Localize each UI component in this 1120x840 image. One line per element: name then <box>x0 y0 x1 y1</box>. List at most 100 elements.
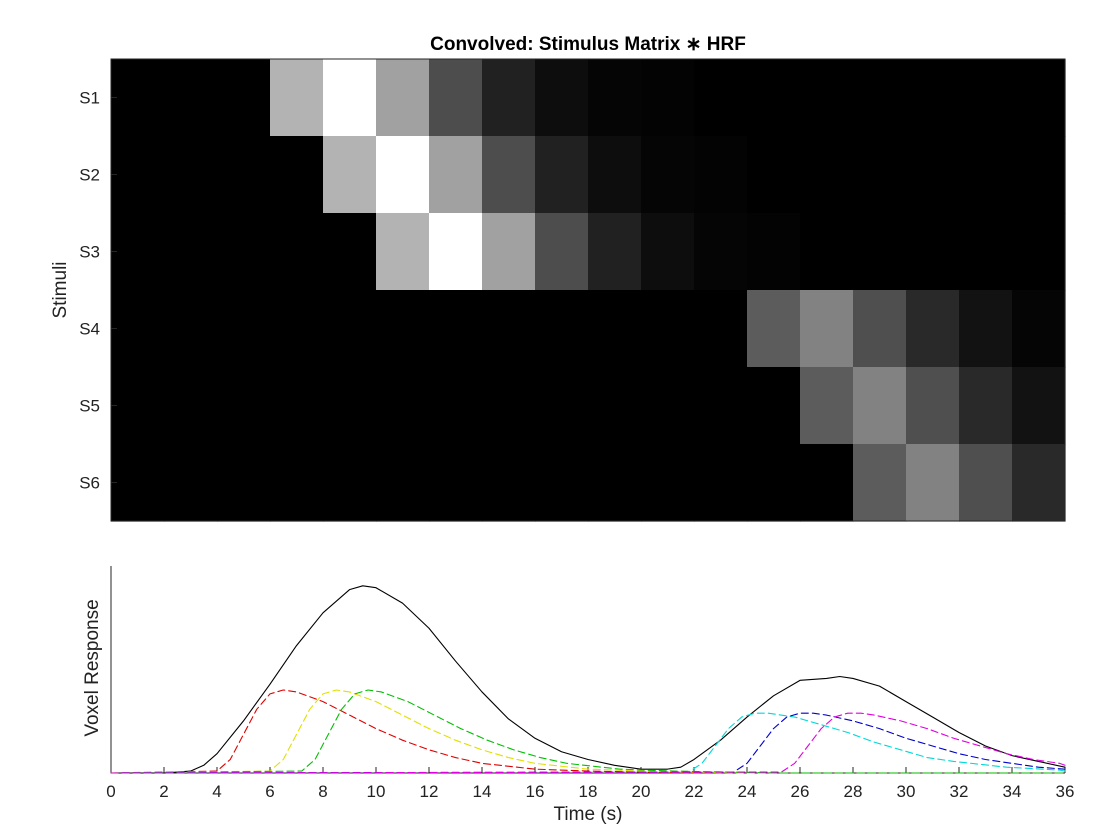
heatmap-cells <box>111 59 1066 522</box>
heatmap-cell-r3-c3 <box>217 213 271 291</box>
heatmap-cell-r3-c4 <box>270 213 324 291</box>
heatmap-cell-r4-c5 <box>323 290 377 368</box>
line-series-group <box>110 585 1066 774</box>
line-x-tick-label-5: 8 <box>318 782 327 801</box>
heatmap-y-tick-label-1: S1 <box>79 89 100 108</box>
heatmap-y-tick-label-2: S2 <box>79 166 100 185</box>
line-y-axis-label: Voxel Response <box>82 599 103 736</box>
heatmap-cell-r2-c6 <box>376 136 430 214</box>
heatmap-cell-r1-c10 <box>588 59 642 137</box>
heatmap-cell-r4-c4 <box>270 290 324 368</box>
line-x-ticks: 0 2 4 6 8 10 12 14 16 18 20 22 24 26 28 30 32 34 36 <box>106 767 1074 801</box>
heatmap-cell-r4-c14 <box>800 290 854 368</box>
heatmap-cell-r6-c12 <box>694 444 748 522</box>
heatmap-cell-r5-c16 <box>906 367 960 445</box>
heatmap-cell-r3-c10 <box>588 213 642 291</box>
heatmap-cell-r4-c15 <box>853 290 907 368</box>
heatmap-cell-r6-c7 <box>429 444 483 522</box>
heatmap-cell-r4-c9 <box>535 290 589 368</box>
heatmap-cell-r3-c14 <box>800 213 854 291</box>
line-series-2 <box>110 689 1066 774</box>
line-x-axis-label: Time (s) <box>554 804 623 825</box>
heatmap-cell-r3-c8 <box>482 213 536 291</box>
line-x-tick-label-1: 0 <box>106 782 115 801</box>
heatmap-cell-r2-c8 <box>482 136 536 214</box>
heatmap-cell-r6-c14 <box>800 444 854 522</box>
line-x-tick-label-16: 30 <box>897 782 916 801</box>
heatmap-cell-r3-c11 <box>641 213 695 291</box>
heatmap-cell-r4-c12 <box>694 290 748 368</box>
heatmap-cell-r1-c9 <box>535 59 589 137</box>
heatmap-y-ticks: S1 S2 S3 S4 S5 S6 <box>79 89 117 493</box>
heatmap-y-tick-label-3: S3 <box>79 243 100 262</box>
heatmap-cell-r6-c1 <box>111 444 165 522</box>
heatmap-cell-r3-c17 <box>959 213 1013 291</box>
line-series-4 <box>110 689 1066 774</box>
heatmap-cell-r2-c2 <box>164 136 218 214</box>
heatmap-cell-r6-c18 <box>1012 444 1066 522</box>
heatmap-cell-r6-c2 <box>164 444 218 522</box>
heatmap-cell-r6-c8 <box>482 444 536 522</box>
heatmap-cell-r4-c6 <box>376 290 430 368</box>
heatmap-cell-r5-c12 <box>694 367 748 445</box>
line-x-tick-label-3: 4 <box>212 782 221 801</box>
heatmap-cell-r1-c16 <box>906 59 960 137</box>
heatmap-cell-r1-c15 <box>853 59 907 137</box>
line-x-tick-label-6: 10 <box>367 782 386 801</box>
heatmap-cell-r4-c13 <box>747 290 801 368</box>
heatmap-cell-r2-c3 <box>217 136 271 214</box>
heatmap-cell-r6-c6 <box>376 444 430 522</box>
heatmap-cell-r3-c15 <box>853 213 907 291</box>
heatmap-cell-r6-c16 <box>906 444 960 522</box>
line-x-tick-label-13: 24 <box>738 782 757 801</box>
heatmap-y-tick-label-4: S4 <box>79 320 100 339</box>
heatmap-cell-r5-c17 <box>959 367 1013 445</box>
heatmap-cell-r4-c2 <box>164 290 218 368</box>
line-x-tick-label-7: 12 <box>420 782 439 801</box>
line-x-tick-label-15: 28 <box>844 782 863 801</box>
heatmap-cell-r6-c17 <box>959 444 1013 522</box>
heatmap-cell-r1-c4 <box>270 59 324 137</box>
heatmap-cell-r2-c18 <box>1012 136 1066 214</box>
heatmap-cell-r3-c6 <box>376 213 430 291</box>
heatmap-cell-r2-c7 <box>429 136 483 214</box>
heatmap-cell-r3-c7 <box>429 213 483 291</box>
heatmap-cell-r2-c4 <box>270 136 324 214</box>
heatmap-title: Convolved: Stimulus Matrix ∗ HRF <box>430 34 746 55</box>
heatmap-y-axis-label: Stimuli <box>50 261 71 318</box>
heatmap-cell-r4-c3 <box>217 290 271 368</box>
line-x-tick-label-8: 14 <box>473 782 492 801</box>
heatmap-cell-r1-c18 <box>1012 59 1066 137</box>
heatmap-cell-r5-c15 <box>853 367 907 445</box>
heatmap-cell-r1-c8 <box>482 59 536 137</box>
line-x-tick-label-17: 32 <box>950 782 969 801</box>
heatmap-cell-r2-c10 <box>588 136 642 214</box>
heatmap-cell-r5-c13 <box>747 367 801 445</box>
heatmap-cell-r4-c8 <box>482 290 536 368</box>
heatmap-cell-r2-c14 <box>800 136 854 214</box>
heatmap-cell-r5-c11 <box>641 367 695 445</box>
heatmap-cell-r5-c9 <box>535 367 589 445</box>
heatmap-cell-r4-c1 <box>111 290 165 368</box>
heatmap-cell-r5-c8 <box>482 367 536 445</box>
heatmap-cell-r3-c1 <box>111 213 165 291</box>
heatmap-cell-r2-c5 <box>323 136 377 214</box>
heatmap-y-tick-label-6: S6 <box>79 474 100 493</box>
heatmap-cell-r6-c5 <box>323 444 377 522</box>
heatmap-cell-r1-c6 <box>376 59 430 137</box>
heatmap-cell-r6-c11 <box>641 444 695 522</box>
heatmap-cell-r6-c10 <box>588 444 642 522</box>
heatmap-cell-r2-c16 <box>906 136 960 214</box>
heatmap-cell-r1-c17 <box>959 59 1013 137</box>
line-series-7 <box>110 712 1066 774</box>
line-x-tick-label-10: 18 <box>579 782 598 801</box>
heatmap-cell-r4-c16 <box>906 290 960 368</box>
heatmap-cell-r4-c11 <box>641 290 695 368</box>
line-x-tick-label-4: 6 <box>265 782 274 801</box>
line-x-tick-label-9: 16 <box>526 782 545 801</box>
heatmap-cell-r4-c7 <box>429 290 483 368</box>
heatmap-cell-r6-c13 <box>747 444 801 522</box>
heatmap-cell-r1-c2 <box>164 59 218 137</box>
heatmap-cell-r1-c13 <box>747 59 801 137</box>
